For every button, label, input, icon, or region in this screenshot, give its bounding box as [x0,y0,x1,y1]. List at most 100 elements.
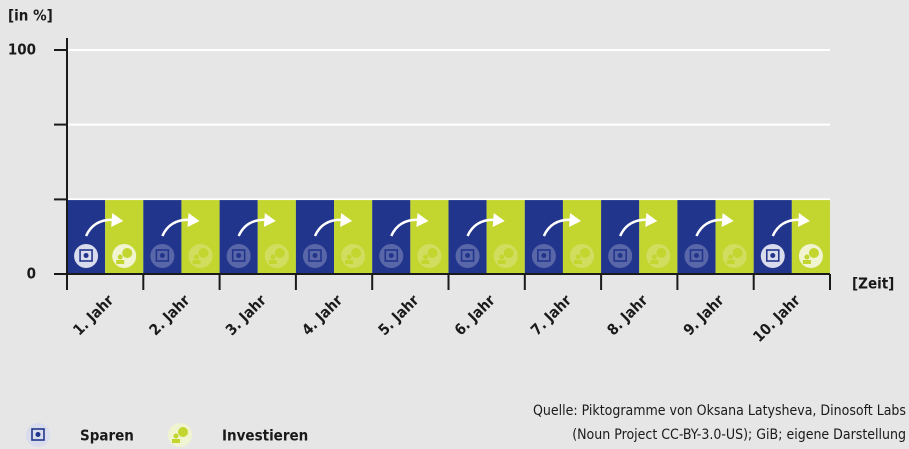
icon-body [421,260,430,264]
bar [715,200,754,274]
x-tick-label: 8. Jahr [603,291,651,339]
icon-dial [693,253,699,258]
icon-bg [226,244,251,268]
safe-icon [608,244,633,268]
icon-coin [656,248,667,258]
safe-icon [684,244,709,268]
icon-person [270,254,276,260]
icon-bg [722,244,747,268]
bar [639,200,678,274]
source: Quelle: Piktogramme von Oksana Latysheva… [533,403,906,419]
icon-bg [493,244,518,268]
icon-person [346,254,352,260]
icon-dial [236,253,242,258]
x-tick-label: 10. Jahr [749,291,804,346]
icon-safe [31,428,45,441]
safe-icon [760,244,785,268]
legend-label: Sparen [80,427,134,445]
icon-bg [570,244,595,268]
icon-safe [689,249,704,262]
icon-person [499,254,505,260]
icon-safe [155,249,170,262]
icon-safe [613,249,627,262]
icon-person [575,254,581,260]
icon-safe [537,249,551,262]
icon-bg [150,244,175,268]
safe-icon [226,244,251,268]
icon-bg [455,244,480,268]
invest-icon [264,244,289,268]
icon-coin [178,427,188,437]
source: (Noun Project CC-BY-3.0-US); GiB; eigene… [572,427,906,443]
icon-person [651,254,657,260]
icon-coin [808,248,819,258]
icon-body [268,260,277,264]
icon-bg [188,244,213,268]
invest-icon [570,244,595,268]
icon-body [574,260,583,264]
icon-body [497,260,506,264]
safe-icon [379,244,404,268]
icon-coin [503,248,514,258]
icon-safe [384,249,399,262]
icon-person [422,254,428,260]
arrow-head [569,213,582,227]
icon-coin [351,248,362,258]
x-tick-label: 6. Jahr [451,291,499,339]
bar [448,200,487,274]
safe-icon [531,244,556,268]
icon-bg [646,244,671,268]
icon-coin [427,248,438,258]
arrow-head [645,213,658,227]
icon-dial [541,253,547,258]
arrow-head [111,213,124,227]
icon-safe [231,249,246,262]
safe-icon [455,244,480,268]
icon-bg [302,244,327,268]
icon-safe [79,249,93,262]
arrow-head [492,213,505,227]
arrow-head [340,213,353,227]
icon-body [116,260,125,264]
icon-safe [308,249,322,262]
icon-bg [264,244,289,268]
icon-body [172,439,180,443]
safe-icon [26,423,50,447]
x-tick-label: 5. Jahr [375,291,423,339]
icon-bg [531,244,556,268]
y-axis-label: [in %] [8,7,53,25]
icon-bg [341,244,366,268]
arrow-head [263,213,276,227]
invest-icon [168,423,192,447]
bar [486,200,525,274]
icon-safe [765,249,780,262]
icon-coin [274,248,285,258]
icon-dial [770,253,776,258]
bar [601,200,640,274]
icon-safe [460,249,475,262]
icon-bg [379,244,404,268]
icon-body [650,260,659,264]
icon-dial [35,432,41,437]
safe-icon [302,244,327,268]
invest-icon [646,244,671,268]
arrow-head [797,213,810,227]
icon-bg [684,244,709,268]
invest-icon [341,244,366,268]
icon-bg [417,244,442,268]
legend-label: Investieren [222,427,308,445]
x-tick-label: 9. Jahr [680,291,728,339]
arrow-head [416,213,429,227]
icon-body [802,260,811,264]
x-tick-label: 1. Jahr [69,291,117,339]
x-axis-label: [Zeit] [852,275,894,293]
icon-dial [159,253,165,258]
icon-person [117,254,123,260]
bar [524,200,563,274]
icon-person [728,254,734,260]
invest-icon [112,244,137,268]
bar [334,200,373,274]
invest-icon [417,244,442,268]
safe-icon [150,244,175,268]
bar [257,200,296,274]
